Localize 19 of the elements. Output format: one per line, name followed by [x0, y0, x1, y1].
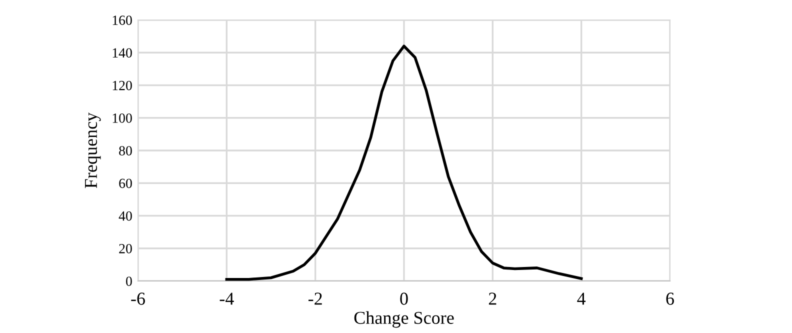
- y-tick-label: 120: [112, 80, 132, 90]
- x-tick-label: 4: [577, 292, 586, 305]
- y-tick-label: 40: [118, 211, 132, 221]
- x-axis-title: Change Score: [354, 311, 454, 328]
- x-tick-label: 6: [666, 292, 674, 305]
- y-axis-title: Frequency: [85, 112, 101, 188]
- x-tick-label: 0: [400, 292, 408, 305]
- y-tick-label: 100: [112, 113, 132, 123]
- x-tick-label: 2: [488, 292, 496, 305]
- y-tick-label: 140: [112, 48, 132, 58]
- y-tick-label: 60: [119, 178, 132, 188]
- y-tick-label: 80: [119, 146, 132, 156]
- x-tick-label: -4: [220, 292, 234, 305]
- x-tick-label: -2: [308, 292, 322, 305]
- y-tick-label: 160: [112, 16, 132, 25]
- x-tick-label: -6: [131, 292, 145, 305]
- y-tick-label: 20: [119, 244, 132, 254]
- y-tick-label: 0: [126, 276, 132, 286]
- line-series: [225, 44, 583, 281]
